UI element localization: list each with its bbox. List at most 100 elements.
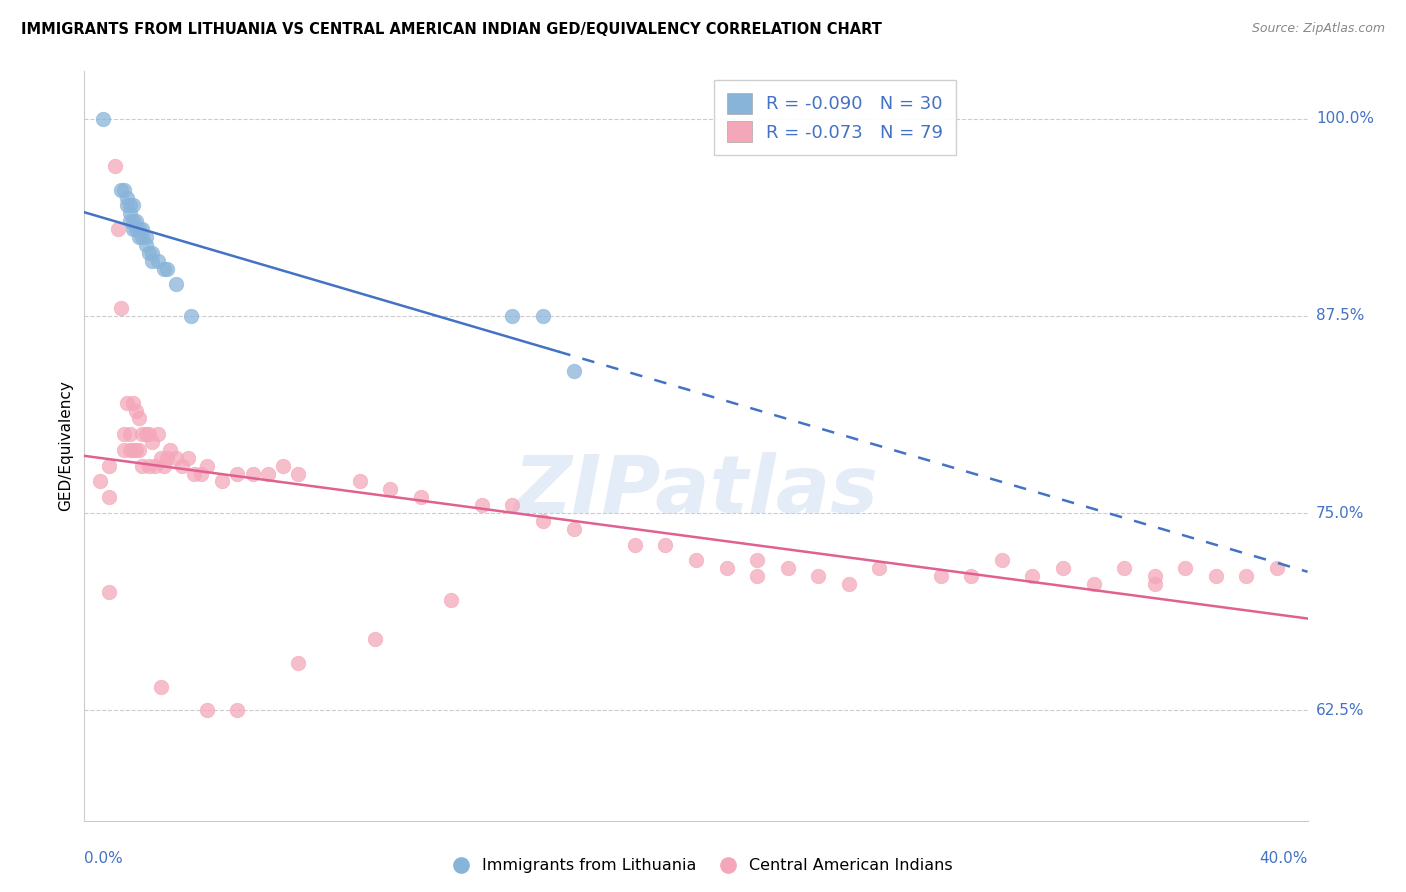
Point [869, 561, 891, 575]
Point [172, 458, 194, 473]
Point [131, 427, 153, 442]
Point [287, 467, 309, 481]
Point [271, 458, 294, 473]
Point [122, 395, 145, 409]
Point [112, 442, 135, 457]
Point [165, 277, 187, 292]
Point [531, 309, 554, 323]
Point [747, 553, 769, 567]
Point [287, 656, 309, 670]
Point [1265, 561, 1288, 575]
Point [97, 585, 120, 599]
Point [380, 483, 402, 497]
Point [654, 538, 676, 552]
Point [120, 214, 142, 228]
Point [122, 222, 145, 236]
Point [502, 309, 524, 323]
Point [562, 364, 585, 378]
Point [135, 230, 157, 244]
Point [180, 309, 202, 323]
Text: IMMIGRANTS FROM LITHUANIA VS CENTRAL AMERICAN INDIAN GED/EQUIVALENCY CORRELATION: IMMIGRANTS FROM LITHUANIA VS CENTRAL AME… [21, 22, 882, 37]
Point [104, 159, 127, 173]
Point [1143, 577, 1166, 591]
Point [211, 475, 233, 489]
Point [991, 553, 1014, 567]
Point [242, 467, 264, 481]
Point [131, 458, 153, 473]
Point [125, 214, 148, 228]
Point [807, 569, 830, 583]
Text: 100.0%: 100.0% [1316, 112, 1374, 126]
Point [125, 403, 148, 417]
Point [135, 238, 157, 252]
Point [120, 206, 142, 220]
Text: 87.5%: 87.5% [1316, 309, 1364, 324]
Point [195, 703, 218, 717]
Point [960, 569, 983, 583]
Legend: R = -0.090   N = 30, R = -0.073   N = 79: R = -0.090 N = 30, R = -0.073 N = 79 [714, 80, 956, 154]
Text: 40.0%: 40.0% [1260, 851, 1308, 866]
Point [440, 592, 463, 607]
Point [122, 198, 145, 212]
Point [562, 522, 585, 536]
Point [685, 553, 707, 567]
Text: 62.5%: 62.5% [1316, 703, 1364, 718]
Point [112, 427, 135, 442]
Point [131, 230, 153, 244]
Point [125, 222, 148, 236]
Point [122, 442, 145, 457]
Point [120, 427, 142, 442]
Point [257, 467, 280, 481]
Point [146, 253, 169, 268]
Point [409, 490, 432, 504]
Point [1114, 561, 1136, 575]
Y-axis label: GED/Equivalency: GED/Equivalency [58, 381, 73, 511]
Point [226, 703, 249, 717]
Point [146, 427, 169, 442]
Point [143, 458, 166, 473]
Point [156, 450, 179, 465]
Point [747, 569, 769, 583]
Text: Source: ZipAtlas.com: Source: ZipAtlas.com [1251, 22, 1385, 36]
Point [141, 253, 163, 268]
Point [471, 498, 494, 512]
Text: 0.0%: 0.0% [84, 851, 124, 866]
Point [149, 680, 172, 694]
Point [149, 450, 172, 465]
Point [115, 198, 138, 212]
Point [110, 183, 132, 197]
Point [1143, 569, 1166, 583]
Point [91, 112, 114, 126]
Point [120, 442, 142, 457]
Point [1021, 569, 1043, 583]
Point [110, 301, 132, 315]
Point [1236, 569, 1258, 583]
Point [502, 498, 524, 512]
Point [120, 198, 142, 212]
Point [97, 458, 120, 473]
Point [1083, 577, 1105, 591]
Point [716, 561, 738, 575]
Text: ZIPatlas: ZIPatlas [513, 452, 879, 530]
Point [190, 467, 212, 481]
Point [89, 475, 111, 489]
Point [349, 475, 371, 489]
Text: 75.0%: 75.0% [1316, 506, 1364, 521]
Point [929, 569, 952, 583]
Point [138, 458, 160, 473]
Point [125, 442, 148, 457]
Point [138, 245, 160, 260]
Point [364, 632, 387, 647]
Point [141, 245, 163, 260]
Point [135, 427, 157, 442]
Point [115, 190, 138, 204]
Legend: Immigrants from Lithuania, Central American Indians: Immigrants from Lithuania, Central Ameri… [447, 852, 959, 880]
Point [112, 183, 135, 197]
Point [776, 561, 799, 575]
Point [838, 577, 860, 591]
Point [131, 222, 153, 236]
Point [159, 442, 181, 457]
Point [128, 442, 150, 457]
Point [128, 230, 150, 244]
Point [156, 261, 179, 276]
